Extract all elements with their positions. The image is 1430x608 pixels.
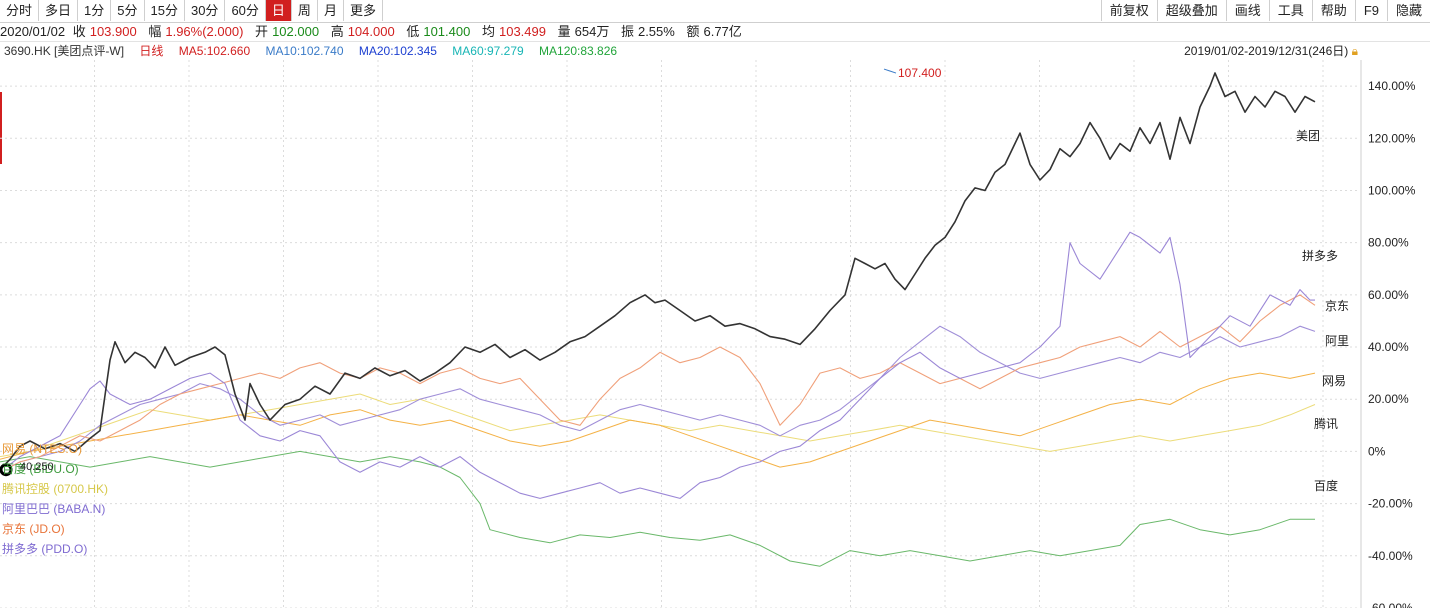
y-tick-label: 20.00% <box>1368 392 1409 406</box>
period-button-1[interactable]: 多日 <box>39 0 79 21</box>
series-end-label: 京东 <box>1325 299 1349 313</box>
tool-button-3[interactable]: 工具 <box>1268 0 1312 21</box>
period-toolbar: 分时 多日 1分 5分 15分 30分 60分日周月更多 前复权 超级叠加 画线 工具 帮助 F9 隐藏 <box>0 0 1430 23</box>
series-line-拼多多 <box>0 231 1315 499</box>
ma10-value: MA10:102.740 <box>265 44 344 58</box>
series-end-label: 腾讯 <box>1314 416 1338 431</box>
close-value: 103.900 <box>89 24 137 39</box>
y-tick-label: 120.00% <box>1368 131 1416 145</box>
series-end-label: 百度 <box>1314 478 1338 493</box>
high-value: 104.000 <box>347 24 395 39</box>
change-value: 1.96%(2.000) <box>165 24 244 39</box>
low-label: 低 <box>406 24 420 39</box>
legend-entry: 腾讯控股 (0700.HK) <box>2 481 108 496</box>
amount-label: 额 <box>686 24 700 39</box>
avg-label: 均 <box>481 24 495 39</box>
low-value: 101.400 <box>423 24 471 39</box>
change-label: 幅 <box>148 24 162 39</box>
comparison-chart: 140.00% 120.00% 100.00% 80.00% 60.00% 40.00% 2… <box>0 60 1416 608</box>
start-annotation: 40.250 <box>20 461 54 473</box>
period-button-3[interactable]: 5分 <box>111 0 145 21</box>
period-buttons: 分时 多日 1分 5分 15分 30分 60分日周月更多 <box>0 0 383 22</box>
series-end-label: 阿里 <box>1325 334 1349 348</box>
high-label: 高 <box>330 24 344 39</box>
legend-entry: 网易 (NTES.O) <box>2 442 82 456</box>
y-tick-label: 40.00% <box>1368 340 1409 354</box>
quote-date: 2020/01/02 <box>0 24 66 39</box>
tool-button-4[interactable]: 帮助 <box>1311 0 1355 21</box>
lock-icon[interactable]: 🔒︎ <box>1351 44 1358 58</box>
period-button-0[interactable]: 分时 <box>0 0 40 21</box>
amplitude-label: 振 <box>620 24 634 39</box>
y-tick-label: 80.00% <box>1368 236 1409 250</box>
ma5-value: MA5:102.660 <box>178 44 251 58</box>
amplitude-value: 2.55% <box>637 24 675 39</box>
ma-bar: 3690.HK [美团点评-W] 日线 MA5:102.660 MA10:102… <box>4 43 629 59</box>
stock-code: 3690.HK [美团点评-W] <box>4 44 125 58</box>
period-button-7[interactable]: 日 <box>265 0 292 21</box>
series-line-网易 <box>0 372 1316 468</box>
legend-entry: 百度 (BIDU.O) <box>2 461 79 476</box>
y-tick-label: -60.00% <box>1368 601 1413 608</box>
period-button-9[interactable]: 月 <box>318 0 344 21</box>
ma60-value: MA60:97.279 <box>452 44 524 58</box>
period-label: 日线 <box>139 44 164 58</box>
date-range: 2019/01/02-2019/12/31(246日) 🔒︎ <box>1184 43 1358 59</box>
quote-bar: 2020/01/02 收 103.900 幅 1.96%(2.000) 开 102.0… <box>0 23 1430 42</box>
open-value: 102.000 <box>272 24 320 39</box>
tool-button-6[interactable]: 隐藏 <box>1386 0 1430 21</box>
y-tick-label: 0% <box>1368 444 1386 458</box>
legend-entry: 拼多多 (PDD.O) <box>2 542 87 556</box>
y-tick-label: 60.00% <box>1368 288 1409 302</box>
legend-entry: 京东 (JD.O) <box>2 522 65 536</box>
ma120-value: MA120:83.826 <box>539 44 618 58</box>
close-label: 收 <box>72 24 86 39</box>
avg-value: 103.499 <box>498 24 546 39</box>
series-line-百度 <box>0 450 1315 567</box>
open-label: 开 <box>255 24 269 39</box>
tool-button-5[interactable]: F9 <box>1354 0 1387 21</box>
ma20-value: MA20:102.345 <box>358 44 437 58</box>
left-edge-marker <box>0 92 2 164</box>
max-annotation: 107.400 <box>898 66 942 80</box>
series-line-美团 <box>0 72 1316 471</box>
y-tick-label: 140.00% <box>1368 79 1416 93</box>
period-button-4[interactable]: 15分 <box>145 0 185 21</box>
volume-value: 654万 <box>574 24 610 39</box>
period-button-10[interactable]: 更多 <box>344 0 383 21</box>
period-button-8[interactable]: 周 <box>292 0 318 21</box>
series-line-京东 <box>0 294 1316 473</box>
start-marker-icon <box>0 463 13 477</box>
date-range-text: 2019/01/02-2019/12/31(246日) <box>1184 44 1349 58</box>
legend-entry: 阿里巴巴 (BABA.N) <box>2 502 105 516</box>
tool-button-0[interactable]: 前复权 <box>1100 0 1157 21</box>
tool-buttons: 前复权 超级叠加 画线 工具 帮助 F9 隐藏 <box>1100 0 1430 22</box>
period-button-6[interactable]: 60分 <box>225 0 266 21</box>
y-tick-label: -40.00% <box>1368 549 1413 563</box>
series-line-阿里 <box>0 325 1316 473</box>
tool-button-1[interactable]: 超级叠加 <box>1156 0 1226 21</box>
tool-button-2[interactable]: 画线 <box>1225 0 1269 21</box>
max-arrow-icon <box>883 68 897 74</box>
amount-value: 6.77亿 <box>703 24 742 39</box>
series-end-label: 网易 <box>1322 374 1346 388</box>
y-tick-label: 100.00% <box>1368 183 1416 197</box>
y-tick-label: -20.00% <box>1368 497 1413 511</box>
volume-label: 量 <box>557 24 571 39</box>
series-end-label: 美团 <box>1296 129 1320 143</box>
series-end-label: 拼多多 <box>1302 249 1338 263</box>
period-button-5[interactable]: 30分 <box>185 0 226 21</box>
period-button-2[interactable]: 1分 <box>78 0 112 21</box>
